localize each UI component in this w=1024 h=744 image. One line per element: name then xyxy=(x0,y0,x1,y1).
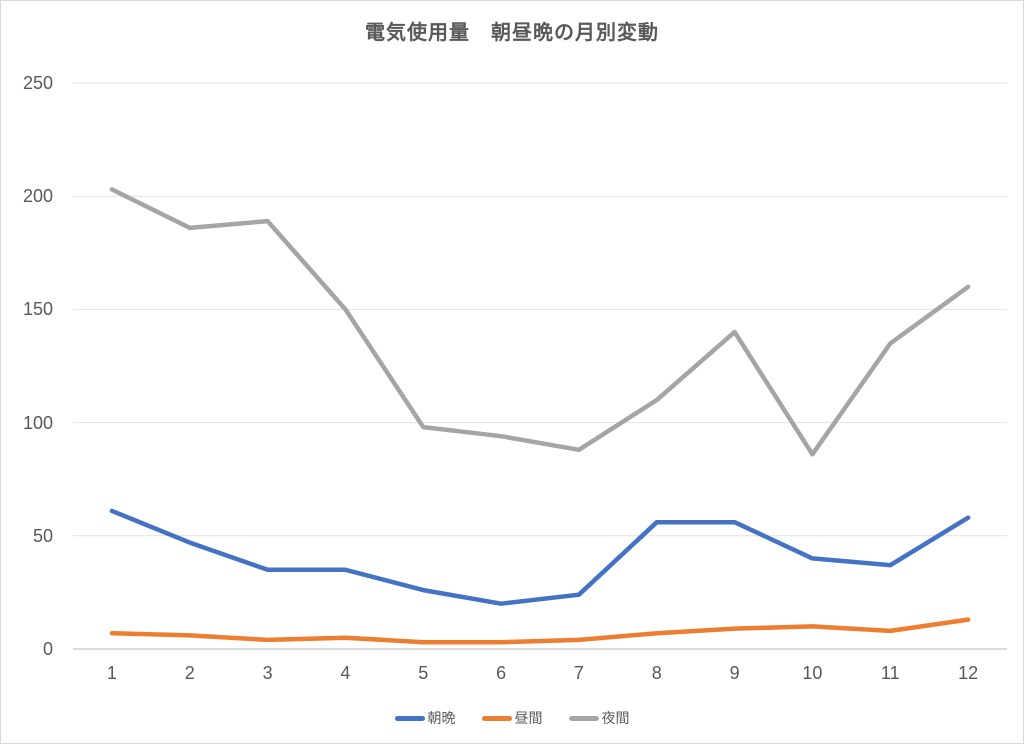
legend-item-朝晩: 朝晩 xyxy=(394,708,456,728)
series-line-朝晩 xyxy=(109,508,971,606)
legend-item-夜間: 夜間 xyxy=(568,708,630,728)
legend-label: 朝晩 xyxy=(427,710,456,726)
legend: 朝晩 昼間 夜間 xyxy=(1,708,1023,728)
legend-swatch xyxy=(394,715,425,721)
legend-item-昼間: 昼間 xyxy=(481,708,543,728)
legend-label: 昼間 xyxy=(514,710,543,726)
series-line-夜間 xyxy=(109,187,971,457)
series-line-昼間 xyxy=(109,617,971,645)
chart-title: 電気使用量 朝昼晩の月別変動 xyxy=(365,22,659,44)
legend-swatch xyxy=(481,715,512,721)
legend-swatch xyxy=(568,715,599,721)
legend-label: 夜間 xyxy=(601,710,630,726)
